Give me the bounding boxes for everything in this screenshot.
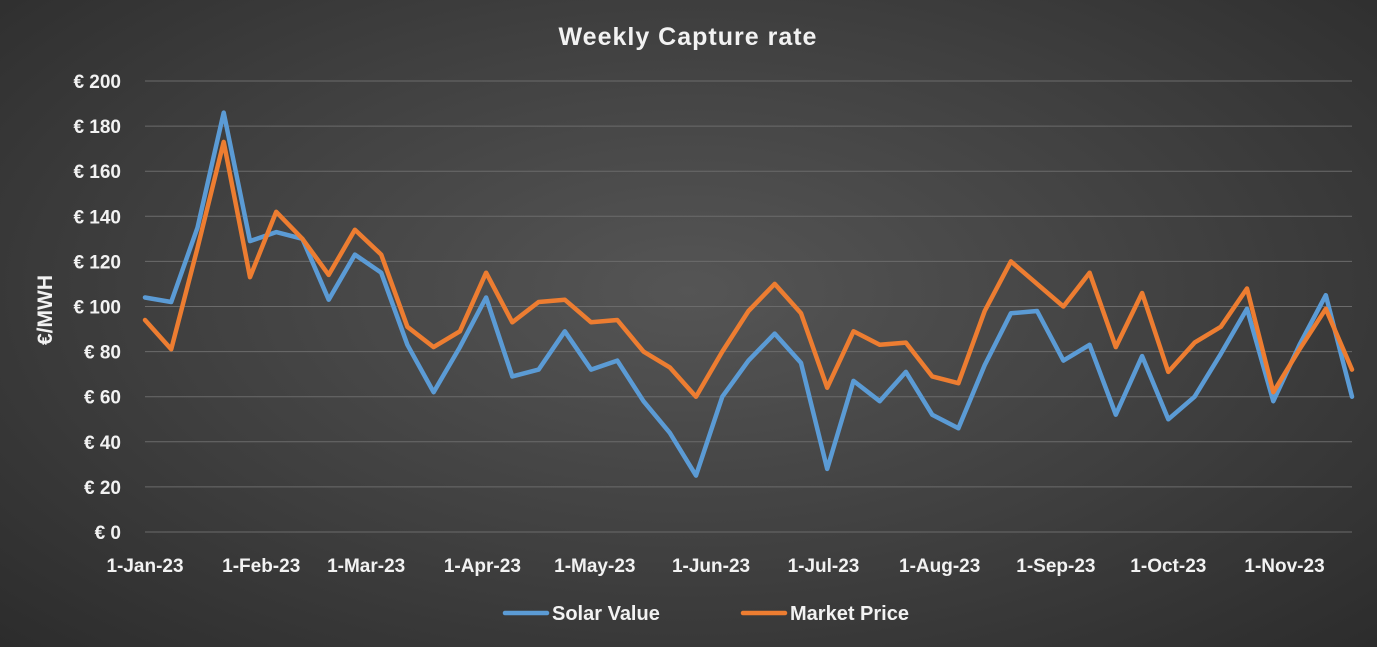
y-tick-label: € 60 <box>84 388 121 409</box>
x-tick-label: 1-Jan-23 <box>106 556 183 577</box>
series-line-market-price <box>142 139 1355 399</box>
x-tick-label: 1-Jun-23 <box>672 556 750 577</box>
x-tick-label: 1-Aug-23 <box>899 556 980 577</box>
y-tick-label: € 80 <box>84 343 121 364</box>
x-axis-ticks: 1-Jan-23 1-Feb-23 1-Mar-23 1-Apr-23 1-May-23… <box>106 556 1324 577</box>
y-tick-label: € 140 <box>73 207 121 228</box>
x-tick-label: 1-Oct-23 <box>1130 556 1206 577</box>
chart-title: Weekly Capture rate <box>559 23 818 51</box>
x-tick-label: 1-May-23 <box>554 556 635 577</box>
y-tick-label: € 180 <box>73 117 121 138</box>
legend: Solar Value Market Price <box>502 603 909 625</box>
x-tick-label: 1-Apr-23 <box>444 556 521 577</box>
y-axis-ticks: € 0 € 20 € 40 € 60 € 80 € 100 € 120 € 140 € 160 €… <box>73 72 121 544</box>
series-line-solar-value <box>142 110 1355 478</box>
gridlines <box>145 80 1352 533</box>
legend-label-solar-value: Solar Value <box>552 603 660 625</box>
y-tick-label: € 160 <box>73 162 121 183</box>
x-tick-label: 1-Jul-23 <box>788 556 860 577</box>
legend-label-market-price: Market Price <box>790 603 909 625</box>
x-tick-label: 1-Mar-23 <box>327 556 405 577</box>
y-tick-label: € 100 <box>73 298 121 319</box>
y-tick-label: € 40 <box>84 433 121 454</box>
x-tick-label: 1-Feb-23 <box>222 556 300 577</box>
y-tick-label: € 20 <box>84 478 121 499</box>
x-tick-label: 1-Sep-23 <box>1016 556 1095 577</box>
y-tick-label: € 0 <box>95 523 121 544</box>
x-tick-label: 1-Nov-23 <box>1244 556 1324 577</box>
series-lines <box>142 110 1355 478</box>
y-axis-label: €/MWH <box>34 275 57 345</box>
y-tick-label: € 200 <box>73 72 121 93</box>
y-tick-label: € 120 <box>73 252 121 273</box>
